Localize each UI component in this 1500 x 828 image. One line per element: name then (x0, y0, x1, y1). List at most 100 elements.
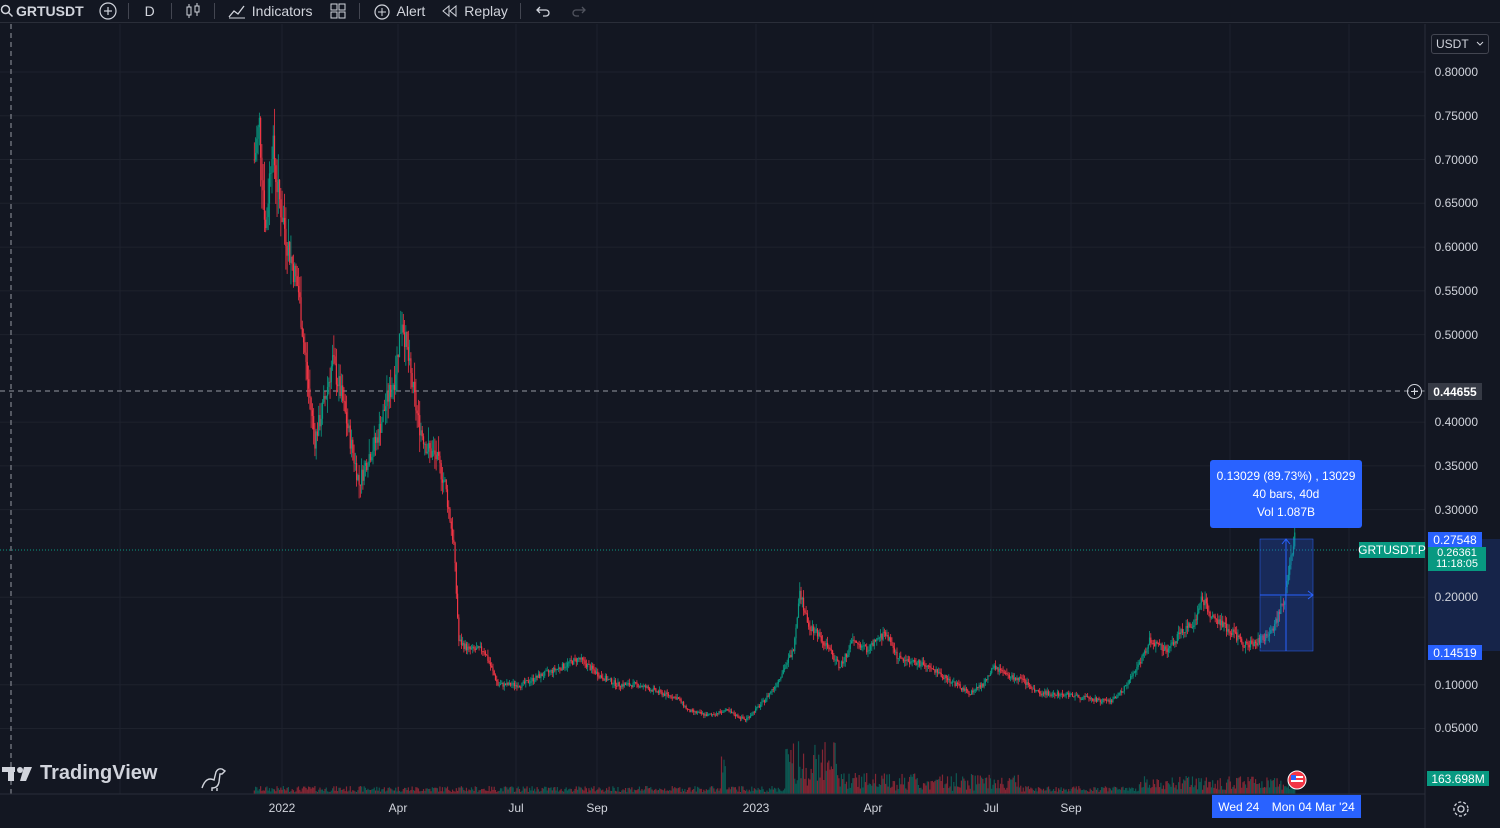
candle-body (893, 647, 896, 653)
candle-body (266, 217, 268, 229)
indicators-button[interactable]: Indicators (219, 0, 321, 22)
interval-button[interactable]: D (133, 0, 167, 22)
candle-body (792, 650, 795, 652)
volume-bar (330, 790, 332, 794)
redo-button[interactable] (561, 0, 597, 22)
candle-body (843, 661, 845, 664)
candle-body (809, 626, 811, 630)
volume-bar (906, 789, 908, 794)
candle-body (763, 700, 766, 703)
price-tick-label: 0.10000 (1434, 677, 1478, 692)
add-alert-plus-icon[interactable] (1406, 383, 1423, 400)
tradingview-logo[interactable]: TradingView (2, 762, 157, 785)
candle-body (555, 669, 557, 671)
candle-body (794, 638, 796, 652)
undo-button[interactable] (525, 0, 561, 22)
candle-body (439, 455, 441, 464)
volume-bar (1119, 789, 1122, 794)
volume-bar (512, 787, 514, 794)
candle-body (754, 708, 757, 713)
volume-bar (256, 787, 258, 794)
search-icon (0, 4, 14, 18)
candle-body (850, 641, 853, 644)
candle-body (1186, 626, 1189, 628)
indicators-label: Indicators (251, 3, 313, 19)
candle-body (933, 668, 935, 670)
candle-body (578, 657, 580, 659)
candle-body (796, 617, 798, 628)
candle-body (765, 699, 767, 703)
volume-bar (1079, 788, 1081, 794)
volume-bar (886, 774, 888, 794)
volume-bar (1083, 789, 1085, 794)
volume-bar (820, 762, 822, 794)
volume-bar (710, 786, 712, 794)
volume-bar (690, 791, 692, 794)
candle-body (511, 684, 513, 686)
volume-bar (540, 791, 542, 794)
candle-body (523, 681, 526, 684)
candle-body (622, 684, 624, 687)
alert-button[interactable]: Alert (364, 0, 434, 22)
candle-body (948, 678, 950, 681)
volume-bar (901, 773, 903, 794)
volume-bar (1065, 789, 1067, 794)
gear-icon[interactable] (1452, 800, 1470, 818)
chart-type-button[interactable] (176, 0, 210, 22)
volume-bar (909, 776, 911, 794)
candle-body (1042, 693, 1045, 695)
candle-body (530, 681, 532, 683)
price-chart[interactable] (0, 24, 1500, 828)
volume-bar (832, 769, 834, 794)
candle-body (587, 664, 589, 668)
candle-body (284, 217, 286, 229)
volume-bar (497, 791, 499, 794)
dinosaur-icon[interactable] (200, 766, 228, 792)
measure-tooltip: 0.13029 (89.73%) , 13029 40 bars, 40d Vo… (1210, 460, 1362, 528)
candle-body (464, 643, 466, 649)
volume-bar (765, 791, 767, 794)
candle-body (858, 644, 860, 645)
candle-body (1248, 644, 1250, 648)
candle-body (1054, 693, 1056, 696)
volume-bar (1179, 776, 1181, 794)
replay-button[interactable]: Replay (433, 0, 516, 22)
candle-body (736, 714, 738, 717)
volume-bar (667, 790, 670, 794)
chart-pane[interactable]: USDT 0.80000 0.75000 0.70000 0.65000 0.60000… (0, 24, 1500, 828)
compare-symbol-button[interactable] (92, 0, 124, 22)
volume-bar (455, 788, 457, 794)
volume-bar (703, 789, 705, 794)
volume-bar (818, 754, 820, 794)
candle-body (502, 682, 504, 687)
candle-body (575, 658, 577, 663)
candle-body (417, 413, 420, 416)
us-flag-event-icon[interactable] (1287, 770, 1307, 790)
candle-body (263, 190, 266, 220)
symbol-search[interactable]: GRTUSDT (0, 0, 92, 22)
candle-body (872, 642, 874, 647)
candle-body (876, 638, 878, 642)
volume-bar (1069, 791, 1071, 794)
volume-bar (558, 791, 560, 794)
candle-body (1284, 602, 1286, 605)
candle-body (986, 679, 988, 680)
volume-bar (1100, 787, 1103, 794)
candle-body (749, 715, 752, 718)
volume-bar (549, 788, 551, 794)
candle-body (563, 663, 565, 669)
volume-bar (1285, 786, 1287, 794)
candle-body (1001, 669, 1003, 671)
candle-body (436, 451, 438, 460)
volume-bar (483, 788, 485, 794)
candle-body (344, 401, 346, 413)
volume-bar (1028, 789, 1031, 794)
candle-body (602, 677, 604, 680)
candle-body (478, 646, 480, 648)
price-tick-label: 0.30000 (1434, 502, 1478, 517)
candle-body (493, 670, 495, 676)
volume-bar (1003, 787, 1005, 794)
volume-bar (1071, 787, 1074, 794)
currency-select[interactable]: USDT (1431, 34, 1489, 54)
layouts-button[interactable] (321, 0, 355, 22)
